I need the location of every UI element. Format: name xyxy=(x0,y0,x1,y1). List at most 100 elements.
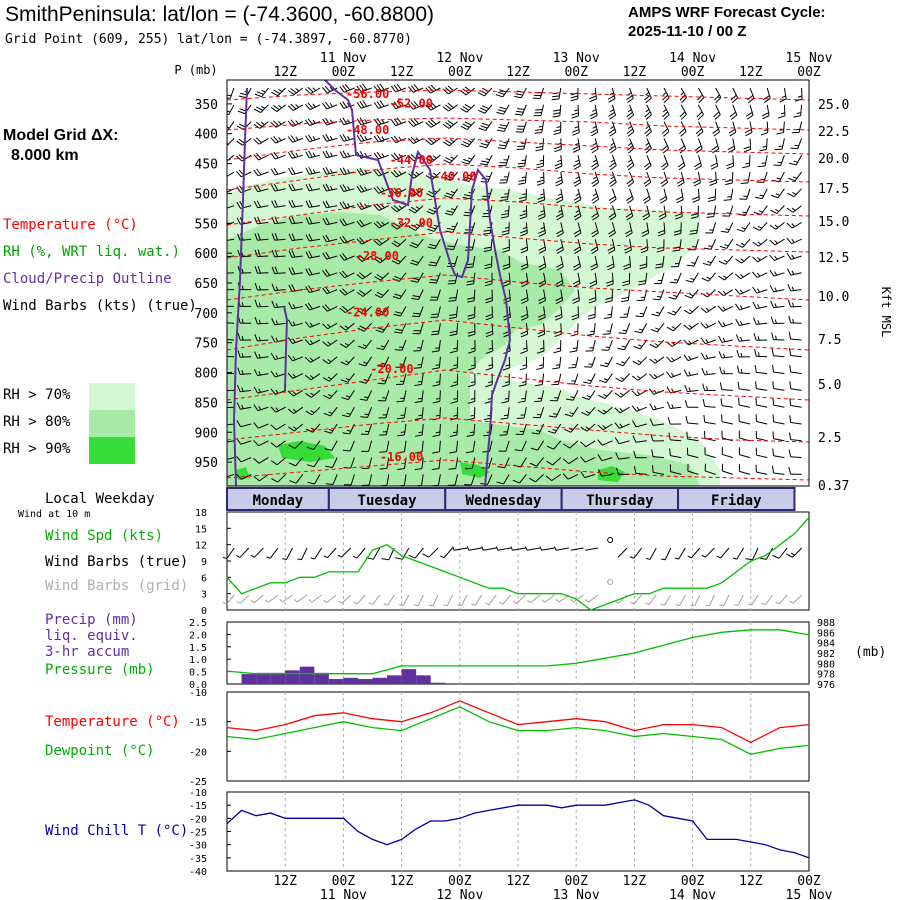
xs-barb-flag xyxy=(574,198,582,204)
true-barb-staff xyxy=(664,547,672,560)
xs-barb-half xyxy=(225,387,226,391)
chart-title: SmithPeninsula: lat/lon = (-74.3600, -60… xyxy=(5,3,435,26)
xs-barb-half xyxy=(602,409,607,413)
xs-barb-staff xyxy=(227,154,235,162)
xs-barb-flag xyxy=(425,104,432,111)
xs-barb-flag xyxy=(324,304,331,311)
temp-ytick: -15 xyxy=(189,718,207,729)
panel2-weekday-label: Local Weekday xyxy=(45,491,155,507)
xs-barb-half xyxy=(707,261,712,264)
xs-barb-flag xyxy=(393,187,400,194)
xs-barb-flag xyxy=(588,300,597,304)
xs-barb-half xyxy=(774,271,778,276)
xs-barb-flag xyxy=(537,213,545,217)
xs-barb-flag xyxy=(535,128,543,131)
xs-barb-staff xyxy=(536,457,544,467)
xs-barb-half xyxy=(574,109,579,112)
xs-barb-flag xyxy=(325,269,331,276)
xs-barb-staff xyxy=(274,356,286,361)
xs-barb-half xyxy=(312,169,316,174)
xs-barb-flag xyxy=(257,216,261,224)
grid-barb-half xyxy=(761,602,766,606)
xs-barb-flag xyxy=(614,392,622,398)
grid-barb-half xyxy=(675,604,680,607)
xs-barb-staff xyxy=(346,356,355,366)
xs-barb-flag xyxy=(698,97,705,104)
xs-barb-half xyxy=(328,411,333,415)
xs-barb-half xyxy=(739,305,743,310)
xs-barb-flag xyxy=(393,222,401,228)
xs-barb-flag xyxy=(770,194,779,199)
xs-barb-flag xyxy=(623,263,631,268)
grid-barb-half xyxy=(614,600,619,604)
xs-barb-flag xyxy=(714,114,721,120)
xs-barb-flag xyxy=(376,203,383,210)
xs-barb-half xyxy=(380,345,386,348)
xs-barb-flag xyxy=(706,215,714,218)
xs-barb-flag xyxy=(555,280,563,285)
weekday-cell xyxy=(677,487,796,511)
xs-barb-half xyxy=(593,193,598,197)
xs-barb-staff xyxy=(524,390,527,402)
xs-barb-flag xyxy=(466,280,475,283)
xs-barb-staff xyxy=(311,390,321,398)
xs-barb-flag xyxy=(573,266,581,271)
cloud-outline xyxy=(232,80,512,486)
xs-barb-flag xyxy=(675,216,683,220)
xs-barb-staff xyxy=(535,474,544,483)
xs-barb-flag xyxy=(413,118,420,125)
xs-barb-flag xyxy=(270,442,277,448)
xs-barb-half xyxy=(258,388,262,393)
xs-barb-flag xyxy=(786,237,792,245)
xs-barb-staff xyxy=(611,188,617,200)
xs-barb-flag xyxy=(373,102,379,109)
xs-barb-flag xyxy=(573,162,580,167)
xs-barb-half xyxy=(739,273,744,278)
precip-bar xyxy=(270,672,286,684)
xs-barb-staff xyxy=(569,440,579,449)
temp-ytick: -25 xyxy=(189,777,207,788)
xs-barb-half xyxy=(522,193,527,196)
xs-barb-staff xyxy=(800,104,803,116)
grid-barb-staff xyxy=(402,594,410,606)
xs-barb-flag xyxy=(520,280,528,285)
xs-barb-staff xyxy=(709,255,717,266)
xs-barb-staff xyxy=(344,289,355,296)
xs-barb-flag xyxy=(572,132,580,136)
xs-barb-staff xyxy=(697,188,700,200)
xs-barb-flag xyxy=(645,131,652,137)
xs-barb-flag xyxy=(429,281,437,284)
xs-barb-staff xyxy=(773,355,785,358)
xs-barb-flag xyxy=(339,289,346,296)
xs-barb-flag xyxy=(425,122,432,128)
xs-barb-flag xyxy=(376,309,385,314)
xs-barb-half xyxy=(488,364,493,367)
xs-barb-flag xyxy=(519,213,527,217)
true-barb-half xyxy=(732,557,738,560)
xs-barb-half xyxy=(793,160,798,163)
date-label-bottom: 15 Nov xyxy=(786,888,833,900)
xs-barb-flag xyxy=(466,434,474,437)
xs-barb-half xyxy=(639,312,644,315)
xs-barb-flag xyxy=(431,350,440,353)
xs-barb-flag xyxy=(555,182,563,187)
xs-barb-flag xyxy=(521,283,529,288)
xs-barb-flag xyxy=(479,163,488,166)
xs-barb-half xyxy=(592,142,597,146)
xs-barb-staff xyxy=(456,323,459,335)
xs-barb-staff xyxy=(309,255,321,259)
xs-barb-staff xyxy=(439,390,441,402)
xs-barb-staff xyxy=(694,239,699,250)
xs-barb-flag xyxy=(221,349,223,356)
xs-barb-flag xyxy=(710,162,718,167)
xs-barb-flag xyxy=(483,246,492,249)
kft-tick-label: 5.0 xyxy=(818,378,841,393)
xs-barb-half xyxy=(722,353,726,358)
xs-barb-flag xyxy=(270,460,278,466)
grid-barb-staff xyxy=(737,594,744,606)
xs-barb-flag xyxy=(221,332,223,339)
xs-barb-flag xyxy=(643,215,650,221)
xs-barb-half xyxy=(468,174,473,177)
xs-barb-staff xyxy=(743,222,751,232)
xs-barb-staff xyxy=(309,289,321,294)
